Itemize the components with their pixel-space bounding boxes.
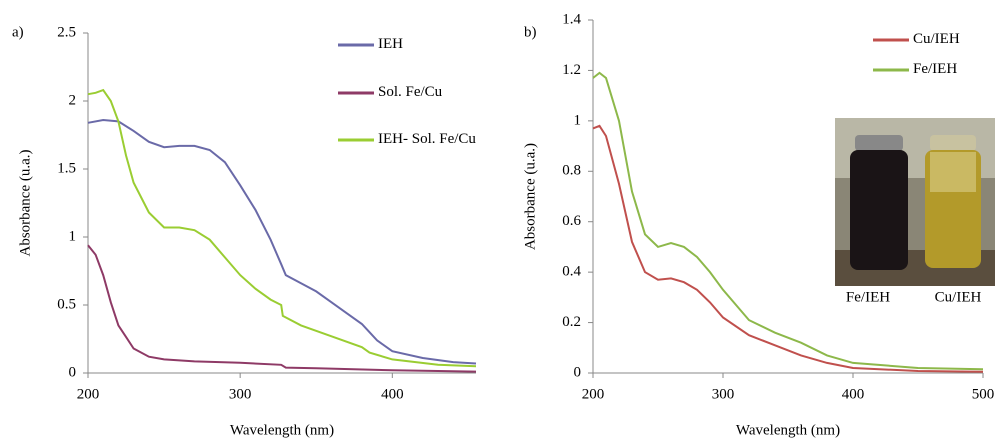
panel-label: a): [12, 24, 24, 40]
legend-label: IEH- Sol. Fe/Cu: [378, 131, 476, 147]
bottle-fe: [850, 150, 908, 270]
legend-label: Cu/IEH: [913, 31, 960, 47]
y-tick-label: 1: [69, 228, 77, 244]
series-line: [592, 71, 984, 371]
x-axis-title: Wavelength (nm): [230, 422, 334, 438]
y-tick-label: 0.6: [562, 213, 581, 229]
y-tick-label: 0: [69, 364, 77, 380]
y-tick-label: 2: [69, 92, 77, 108]
y-axis-title: Absorbance (u.a.): [17, 149, 33, 256]
legend-label: Fe/IEH: [913, 61, 958, 77]
x-tick-label: 300: [712, 386, 735, 402]
inset-label: Fe/IEH: [846, 289, 890, 305]
x-tick-label: 500: [972, 386, 995, 402]
x-tick-label: 400: [842, 386, 865, 402]
series-line: [87, 244, 477, 373]
x-tick-label: 200: [582, 386, 605, 402]
y-tick-label: 1.4: [562, 11, 581, 27]
legend-label: IEH: [378, 36, 403, 52]
inset-photo: [835, 118, 995, 286]
y-axis-title: Absorbance (u.a.): [522, 143, 538, 250]
series-line: [87, 88, 477, 368]
y-tick-label: 1.2: [562, 62, 581, 78]
y-tick-label: 0: [574, 364, 582, 380]
y-tick-label: 0.8: [562, 163, 581, 179]
bottle-cu-top: [930, 152, 976, 192]
y-tick-label: 1.5: [57, 160, 76, 176]
bottle-neck: [930, 135, 976, 151]
x-tick-label: 200: [77, 386, 100, 402]
series-line: [592, 124, 984, 373]
y-tick-label: 1: [574, 112, 582, 128]
series-line: [87, 118, 477, 365]
inset-label: Cu/IEH: [935, 289, 982, 305]
y-tick-label: 2.5: [57, 24, 76, 40]
bottle-neck: [855, 135, 903, 151]
legend-label: Sol. Fe/Cu: [378, 84, 443, 100]
y-tick-label: 0.5: [57, 296, 76, 312]
x-axis-title: Wavelength (nm): [736, 422, 840, 438]
x-tick-label: 300: [229, 386, 252, 402]
y-tick-label: 0.2: [562, 314, 581, 330]
panel-label: b): [524, 24, 537, 40]
y-tick-label: 0.4: [562, 264, 581, 280]
x-tick-label: 400: [381, 386, 404, 402]
